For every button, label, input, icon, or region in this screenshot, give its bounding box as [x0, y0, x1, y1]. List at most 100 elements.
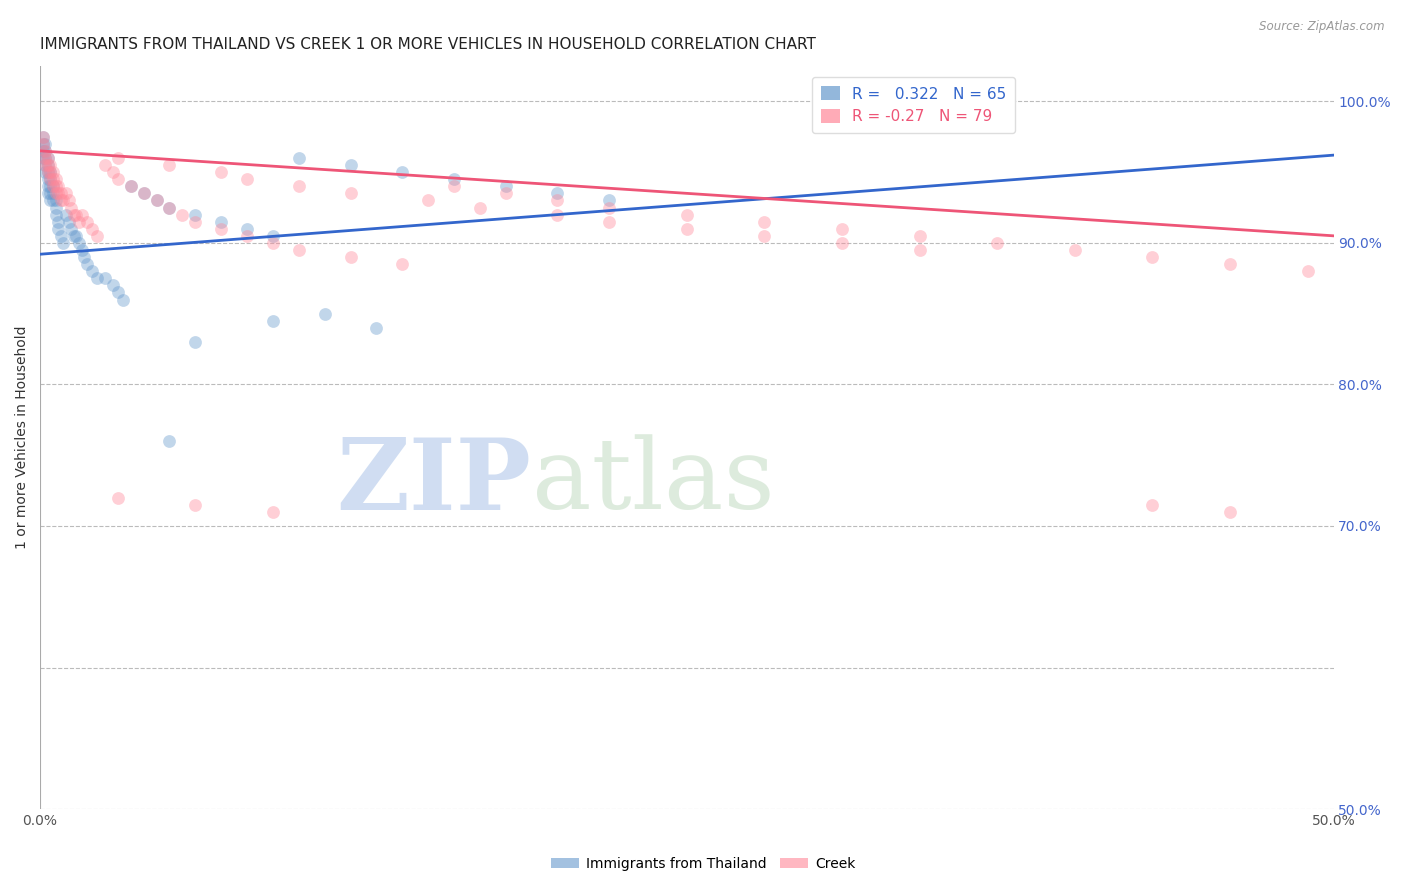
Point — [37, 179, 59, 194]
Point — [70, 208, 93, 222]
Legend: R =   0.322   N = 65, R = -0.27   N = 79: R = 0.322 N = 65, R = -0.27 N = 79 — [813, 78, 1015, 134]
Point — [184, 208, 207, 222]
Point — [339, 158, 361, 172]
Point — [42, 194, 65, 208]
Point — [262, 314, 284, 328]
Point — [31, 129, 53, 144]
Point — [1142, 250, 1164, 264]
Point — [366, 321, 388, 335]
Point — [288, 243, 311, 257]
Point — [80, 221, 103, 235]
Point — [120, 179, 142, 194]
Text: ZIP: ZIP — [336, 434, 531, 531]
Point — [209, 221, 232, 235]
Point — [37, 165, 59, 179]
Point — [37, 186, 59, 201]
Point — [184, 215, 207, 229]
Point — [62, 228, 84, 243]
Point — [831, 221, 853, 235]
Point — [39, 165, 62, 179]
Point — [908, 243, 931, 257]
Point — [34, 158, 56, 172]
Point — [908, 228, 931, 243]
Point — [34, 151, 56, 165]
Point — [236, 228, 259, 243]
Point — [132, 186, 155, 201]
Point — [107, 491, 129, 505]
Point — [80, 264, 103, 278]
Point — [101, 165, 124, 179]
Point — [37, 165, 59, 179]
Point — [120, 179, 142, 194]
Point — [37, 158, 59, 172]
Point — [42, 165, 65, 179]
Point — [49, 186, 72, 201]
Point — [34, 151, 56, 165]
Point — [34, 144, 56, 158]
Point — [42, 186, 65, 201]
Point — [37, 151, 59, 165]
Point — [52, 194, 75, 208]
Point — [391, 165, 413, 179]
Legend: Immigrants from Thailand, Creek: Immigrants from Thailand, Creek — [546, 851, 860, 876]
Point — [314, 307, 336, 321]
Point — [34, 165, 56, 179]
Point — [546, 194, 568, 208]
Point — [31, 136, 53, 151]
Point — [39, 165, 62, 179]
Point — [339, 186, 361, 201]
Point — [546, 208, 568, 222]
Point — [675, 221, 697, 235]
Point — [62, 208, 84, 222]
Point — [42, 179, 65, 194]
Point — [46, 221, 69, 235]
Point — [209, 215, 232, 229]
Point — [159, 201, 181, 215]
Point — [49, 194, 72, 208]
Point — [443, 179, 465, 194]
Point — [145, 194, 167, 208]
Point — [598, 201, 620, 215]
Point — [65, 228, 87, 243]
Point — [58, 194, 80, 208]
Point — [145, 194, 167, 208]
Point — [236, 221, 259, 235]
Point — [132, 186, 155, 201]
Point — [831, 235, 853, 250]
Point — [546, 186, 568, 201]
Point — [39, 186, 62, 201]
Point — [65, 208, 87, 222]
Point — [42, 179, 65, 194]
Point — [46, 186, 69, 201]
Point — [86, 228, 108, 243]
Point — [1142, 498, 1164, 512]
Point — [60, 221, 83, 235]
Point — [31, 136, 53, 151]
Point — [45, 194, 67, 208]
Point — [86, 271, 108, 285]
Point — [675, 208, 697, 222]
Point — [262, 505, 284, 519]
Point — [1219, 505, 1241, 519]
Point — [39, 172, 62, 186]
Point — [39, 158, 62, 172]
Point — [34, 158, 56, 172]
Point — [45, 186, 67, 201]
Point — [262, 235, 284, 250]
Point — [94, 158, 117, 172]
Point — [418, 194, 440, 208]
Point — [209, 165, 232, 179]
Text: atlas: atlas — [531, 434, 775, 530]
Point — [45, 179, 67, 194]
Point — [55, 208, 77, 222]
Point — [159, 158, 181, 172]
Point — [94, 271, 117, 285]
Point — [70, 243, 93, 257]
Point — [159, 434, 181, 448]
Point — [76, 257, 98, 271]
Point — [288, 179, 311, 194]
Point — [73, 250, 96, 264]
Point — [288, 151, 311, 165]
Point — [339, 250, 361, 264]
Point — [598, 215, 620, 229]
